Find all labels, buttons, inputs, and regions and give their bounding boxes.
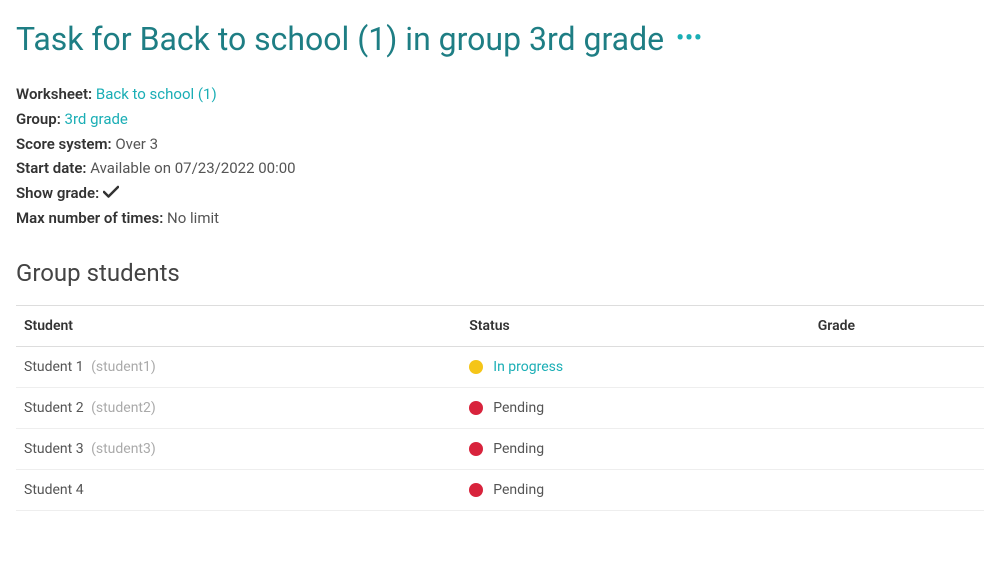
meta-show-grade: Show grade: [16, 181, 984, 206]
page-title: Task for Back to school (1) in group 3rd… [16, 20, 664, 58]
student-cell: Student 3 (student3) [16, 429, 461, 470]
meta-worksheet: Worksheet: Back to school (1) [16, 82, 984, 107]
worksheet-link[interactable]: Back to school (1) [96, 85, 217, 103]
student-name: Student 1 [24, 359, 84, 375]
meta-max-times-value: No limit [167, 209, 219, 227]
status-dot-icon [469, 401, 483, 415]
student-cell: Student 4 [16, 470, 461, 511]
status-text: Pending [493, 482, 544, 498]
col-header-student: Student [16, 306, 461, 347]
student-name: Student 4 [24, 482, 84, 498]
check-icon [103, 182, 119, 207]
meta-start-date: Start date: Available on 07/23/2022 00:0… [16, 156, 984, 181]
col-header-grade: Grade [810, 306, 984, 347]
grade-cell [810, 388, 984, 429]
meta-score-value: Over 3 [115, 135, 158, 153]
meta-show-grade-label: Show grade: [16, 184, 99, 202]
student-username: (student1) [88, 359, 156, 375]
meta-score: Score system: Over 3 [16, 132, 984, 157]
meta-start-label: Start date: [16, 159, 86, 177]
status-dot-icon [469, 442, 483, 456]
status-cell: Pending [461, 470, 809, 511]
meta-max-times: Max number of times: No limit [16, 206, 984, 231]
more-options-icon[interactable]: ••• [676, 28, 703, 50]
status-cell: Pending [461, 388, 809, 429]
grade-cell [810, 470, 984, 511]
status-cell: Pending [461, 429, 809, 470]
section-title: Group students [16, 259, 984, 287]
student-name: Student 2 [24, 400, 84, 416]
status-dot-icon [469, 360, 483, 374]
student-name: Student 3 [24, 441, 84, 457]
grade-cell [810, 347, 984, 388]
status-cell: In progress [461, 347, 809, 388]
table-row[interactable]: Student 2 (student2) Pending [16, 388, 984, 429]
task-meta: Worksheet: Back to school (1) Group: 3rd… [16, 82, 984, 231]
table-row[interactable]: Student 4 Pending [16, 470, 984, 511]
student-cell: Student 2 (student2) [16, 388, 461, 429]
meta-group: Group: 3rd grade [16, 107, 984, 132]
meta-group-label: Group: [16, 110, 61, 128]
group-link[interactable]: 3rd grade [65, 110, 128, 128]
student-username: (student3) [88, 441, 156, 457]
status-text: Pending [493, 400, 544, 416]
meta-score-label: Score system: [16, 135, 112, 153]
col-header-status: Status [461, 306, 809, 347]
status-text: Pending [493, 441, 544, 457]
table-row[interactable]: Student 3 (student3) Pending [16, 429, 984, 470]
student-username: (student2) [88, 400, 156, 416]
status-text: In progress [493, 359, 563, 375]
meta-worksheet-label: Worksheet: [16, 85, 92, 103]
grade-cell [810, 429, 984, 470]
meta-start-value: Available on 07/23/2022 00:00 [90, 159, 295, 177]
student-cell: Student 1 (student1) [16, 347, 461, 388]
status-dot-icon [469, 483, 483, 497]
students-table: Student Status Grade Student 1 (student1… [16, 305, 984, 511]
meta-max-times-label: Max number of times: [16, 209, 163, 227]
table-row[interactable]: Student 1 (student1) In progress [16, 347, 984, 388]
